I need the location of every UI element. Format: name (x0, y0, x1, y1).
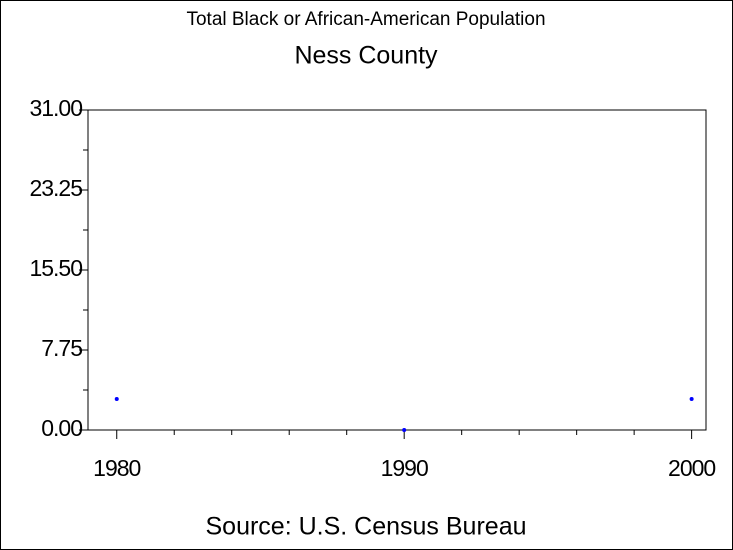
x-tick-label: 1980 (93, 455, 140, 481)
chart-subtitle: Ness County (294, 42, 438, 70)
x-tick-label: 2000 (668, 455, 715, 481)
y-tick-label: 7.75 (41, 335, 82, 361)
plot-area (87, 109, 707, 431)
point (114, 397, 119, 402)
chart-title: Total Black or African-American Populati… (186, 9, 545, 30)
y-tick-label: 23.25 (29, 175, 82, 201)
source-note: Source: U.S. Census Bureau (206, 513, 527, 541)
y-tick-label: 15.50 (29, 255, 82, 281)
y-tick-label: 0.00 (41, 415, 82, 441)
point (689, 397, 694, 402)
y-tick-label: 31.00 (29, 95, 82, 121)
point (402, 428, 407, 432)
x-tick-label: 1990 (381, 455, 428, 481)
